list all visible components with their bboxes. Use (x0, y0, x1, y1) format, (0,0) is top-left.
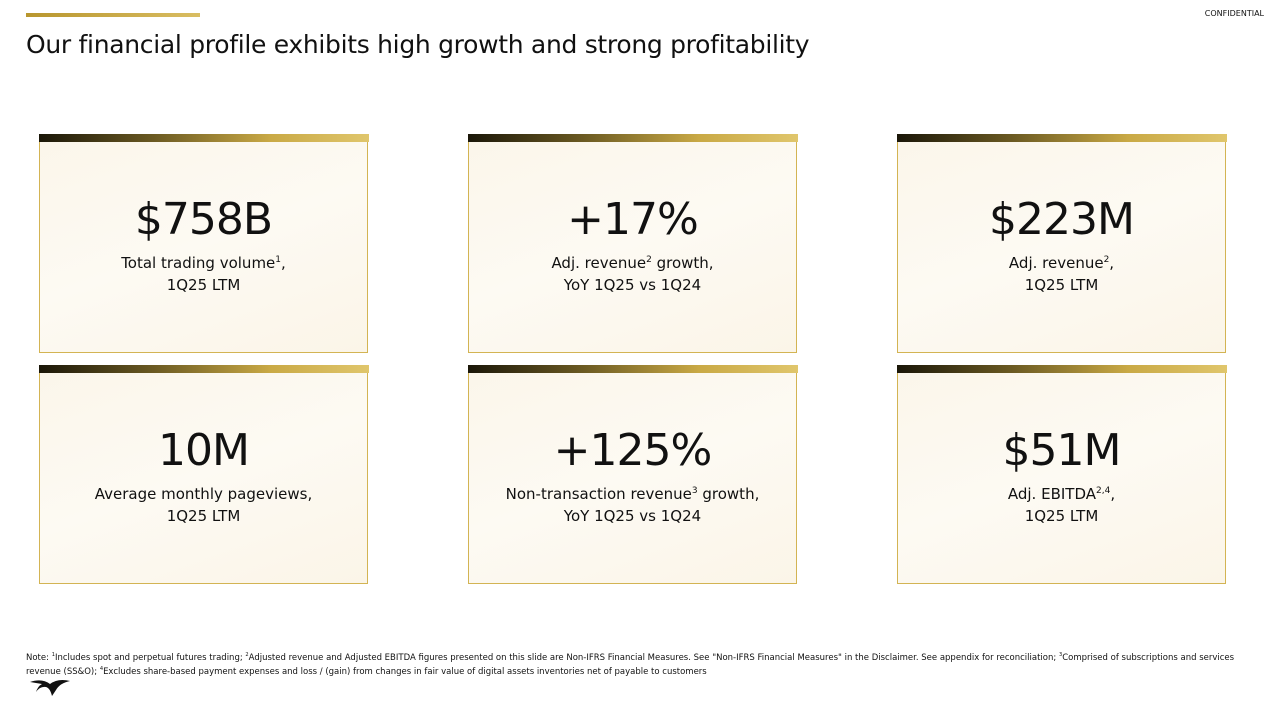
label-text: Total trading volume (121, 254, 276, 272)
label-text: Average monthly pageviews, (94, 485, 313, 503)
card-accent (467, 365, 798, 373)
slide-title: Our financial profile exhibits high grow… (26, 30, 810, 59)
footnote-ref: 1 (275, 255, 282, 265)
label-text: , (1110, 485, 1116, 503)
label-text: growth, (651, 254, 714, 272)
note-text: Comprised of subscriptions and services … (26, 652, 1235, 677)
metric-value: $758B (134, 194, 273, 245)
note-text: Adjusted revenue and Adjusted EBITDA fig… (248, 652, 1059, 663)
metric-card: +17% Adj. revenue2 growth, YoY 1Q25 vs 1Q2… (467, 134, 798, 353)
label-text: Adj. EBITDA (1007, 485, 1096, 503)
footnote-ref: 3 (1058, 652, 1063, 658)
metric-card: +125% Non-transaction revenue3 growth, YoY… (467, 365, 798, 584)
footnote: Note: 1Includes spot and perpetual futur… (26, 650, 1246, 678)
metric-card: $51M Adj. EBITDA2,4, 1Q25 LTM (896, 365, 1227, 584)
metric-value: +125% (553, 425, 713, 476)
metric-label: Adj. EBITDA2,4, (898, 485, 1225, 503)
label-text: growth, (697, 485, 760, 503)
card-accent (896, 365, 1227, 373)
label-text: 1Q25 LTM (166, 507, 241, 525)
label-text: YoY 1Q25 vs 1Q24 (563, 507, 702, 525)
label-text: , (1109, 254, 1115, 272)
label-text: 1Q25 LTM (1024, 276, 1099, 294)
metric-card: $758B Total trading volume1, 1Q25 LTM (38, 134, 369, 353)
metric-label: 1Q25 LTM (40, 507, 367, 525)
card-accent (38, 134, 369, 142)
note-lead: Note: (26, 652, 52, 663)
metric-label: Non-transaction revenue3 growth, (469, 485, 796, 503)
metric-label: Adj. revenue2, (898, 254, 1225, 272)
metric-label: Adj. revenue2 growth, (469, 254, 796, 272)
note-text: Excludes share-based payment expenses an… (103, 666, 707, 677)
metric-label: Average monthly pageviews, (40, 485, 367, 503)
label-text: Non-transaction revenue (505, 485, 692, 503)
label-text: 1Q25 LTM (1024, 507, 1099, 525)
label-text: 1Q25 LTM (166, 276, 241, 294)
metric-value: $223M (989, 194, 1135, 245)
metric-value: +17% (567, 194, 699, 245)
metric-label: 1Q25 LTM (898, 507, 1225, 525)
confidential-label: CONFIDENTIAL (1204, 9, 1264, 18)
note-text: Includes spot and perpetual futures trad… (54, 652, 246, 663)
footnote-ref: 2 (1103, 255, 1110, 265)
footnote-ref: 2,4 (1096, 486, 1111, 496)
metric-label: YoY 1Q25 vs 1Q24 (469, 276, 796, 294)
footnote-ref: 3 (691, 486, 698, 496)
footnote-ref: 2 (646, 255, 652, 265)
metric-value: 10M (158, 425, 250, 476)
metric-label: 1Q25 LTM (898, 276, 1225, 294)
card-accent (896, 134, 1227, 142)
accent-bar (26, 13, 200, 17)
label-text: , (281, 254, 286, 272)
label-text: Adj. revenue (1008, 254, 1104, 272)
footnote-ref: 1 (51, 652, 55, 658)
metric-label: Total trading volume1, (40, 254, 367, 272)
card-accent (38, 365, 369, 373)
metric-card: 10M Average monthly pageviews, 1Q25 LTM (38, 365, 369, 584)
footnote-ref: 4 (99, 665, 104, 672)
logo (30, 680, 70, 696)
metric-value: $51M (1002, 425, 1122, 476)
metric-label: YoY 1Q25 vs 1Q24 (469, 507, 796, 525)
footnote-ref: 2 (245, 652, 249, 658)
metric-card: $223M Adj. revenue2, 1Q25 LTM (896, 134, 1227, 353)
card-accent (467, 134, 798, 142)
metric-label: 1Q25 LTM (40, 276, 367, 294)
label-text: YoY 1Q25 vs 1Q24 (563, 276, 702, 294)
label-text: Adj. revenue (551, 254, 647, 272)
